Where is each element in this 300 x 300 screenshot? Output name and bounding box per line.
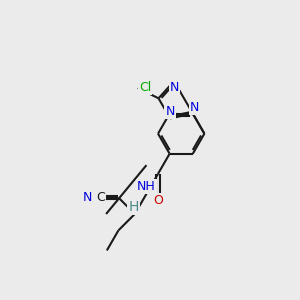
Text: N: N — [165, 105, 175, 119]
Text: NH: NH — [137, 180, 156, 193]
Text: N: N — [170, 81, 179, 94]
Text: H: H — [128, 200, 139, 214]
Text: Cl: Cl — [139, 82, 151, 94]
Text: N: N — [83, 191, 92, 204]
Text: C: C — [96, 191, 105, 204]
Text: N: N — [190, 100, 199, 113]
Text: O: O — [153, 194, 163, 207]
